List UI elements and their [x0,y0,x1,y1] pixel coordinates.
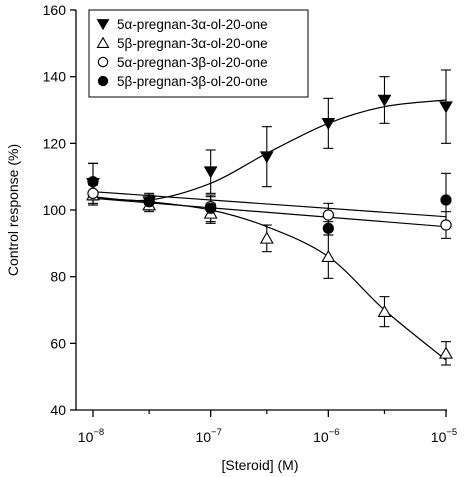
data-point-series-4 [87,176,99,188]
legend-entry-1: 5α-pregnan-3α-ol-20-one [117,17,268,32]
data-point-series-3 [440,219,452,231]
data-point-series-4 [440,194,452,206]
y-tick-label: 40 [50,402,66,418]
tick-marks [70,9,447,417]
data-point-series-2 [259,231,274,244]
y-tick-label: 100 [43,202,67,218]
y-tick-label: 160 [43,2,67,18]
data-point-series-4 [322,222,334,234]
data-point-series-2 [439,346,453,359]
y-axis-title: Control response (%) [5,144,21,276]
plot-area [86,69,453,366]
y-tick-label: 80 [50,269,66,285]
data-point-series-1 [203,166,218,179]
data-point-series-1 [259,151,274,164]
x-tick-label: 10−6 [313,427,339,445]
x-tick-label: 10−8 [78,427,104,445]
legend-marker-1 [96,19,110,31]
data-point-series-3 [322,209,334,221]
data-point-series-1 [439,101,453,114]
tick-labels: 40 60 80 100 120 140 160 10−8 10−7 10−6 10−5 [43,2,458,445]
legend-marker-2 [96,36,110,48]
legend-box [88,9,309,98]
legend-entry-2: 5β-pregnan-3α-ol-20-one [117,36,268,51]
data-point-series-1 [377,94,392,107]
legend-marker-4 [97,75,109,87]
y-tick-label: 60 [50,335,66,351]
y-tick-label: 120 [43,135,67,151]
data-point-series-3 [87,187,99,199]
data-point-series-2 [377,304,392,318]
legend-entry-4: 5β-pregnan-3β-ol-20-one [117,74,268,89]
data-point-series-4 [143,196,155,208]
x-tick-label: 10−7 [195,427,221,445]
fit-curve-series-3 [92,191,447,218]
fit-curve-series-1 [92,99,447,202]
y-tick-label: 140 [43,69,67,85]
x-tick-label: 10−5 [431,427,457,445]
data-point-series-2 [321,249,336,263]
x-axis-title: [Steroid] (M) [221,457,298,473]
data-point-series-1 [321,118,336,131]
data-point-series-4 [205,202,217,214]
legend: 5α-pregnan-3α-ol-20-one 5β-pregnan-3α-ol-… [88,9,309,98]
legend-marker-3 [97,56,109,68]
legend-entry-3: 5α-pregnan-3β-ol-20-one [117,55,268,70]
